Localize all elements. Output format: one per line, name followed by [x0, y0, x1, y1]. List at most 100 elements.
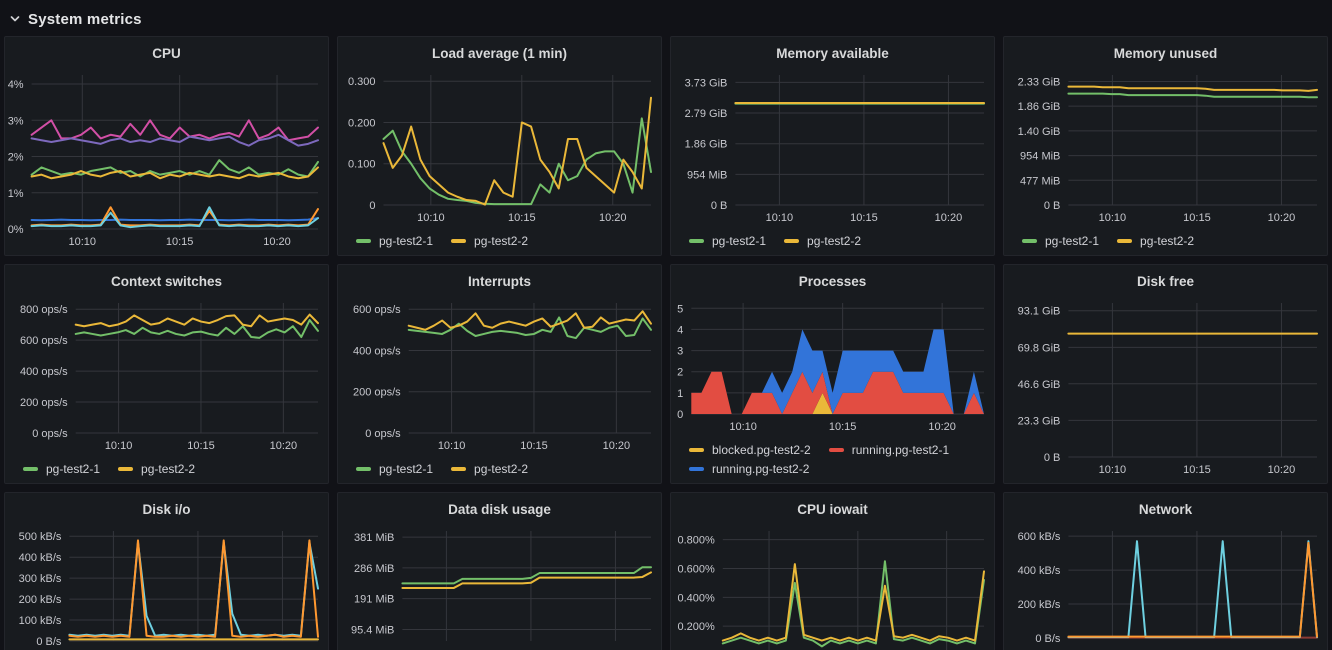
- svg-text:3: 3: [677, 346, 683, 358]
- chart-disk-free[interactable]: 0 B 23.3 GiB 46.6 GiB 69.8 GiB 93.1 GiB 10:10…: [1004, 293, 1327, 483]
- legend: pg-test2-1 pg-test2-2: [338, 231, 661, 255]
- legend-item-pg-test2-1[interactable]: pg-test2-1: [356, 232, 433, 250]
- svg-text:2.33 GiB: 2.33 GiB: [1018, 76, 1061, 88]
- chart-memory-unused[interactable]: 0 B 477 MiB 954 MiB 1.40 GiB 1.86 GiB 2.33 Gi…: [1004, 65, 1327, 231]
- panel-title[interactable]: Memory available: [776, 45, 889, 61]
- svg-text:10:20: 10:20: [599, 212, 627, 224]
- chart-canvas[interactable]: 0 ops/s 200 ops/s 400 ops/s 600 ops/s 10:10 1…: [338, 293, 661, 459]
- svg-text:0: 0: [369, 200, 375, 212]
- legend-label: pg-test2-2: [474, 234, 529, 248]
- chart-canvas[interactable]: 0 B/s 100 kB/s 200 kB/s 300 kB/s 400 kB/s 500…: [5, 521, 328, 650]
- legend-item-pg-test2-2[interactable]: pg-test2-2: [784, 232, 861, 250]
- legend-swatch: [23, 467, 38, 471]
- section-title[interactable]: System metrics: [28, 10, 142, 28]
- chart-interrupts[interactable]: 0 ops/s 200 ops/s 400 ops/s 600 ops/s 10:10 1…: [338, 293, 661, 459]
- svg-text:400 kB/s: 400 kB/s: [1018, 565, 1061, 577]
- svg-text:191 MiB: 191 MiB: [354, 594, 394, 606]
- chart-processes[interactable]: 0 1 2 3 4 5 10:10 10:15 10:20: [671, 293, 994, 440]
- legend-swatch: [118, 467, 134, 471]
- chart-canvas[interactable]: 0 B 23.3 GiB 46.6 GiB 69.8 GiB 93.1 GiB 10:10…: [1004, 293, 1327, 483]
- chart-canvas[interactable]: 0.200% 0.400% 0.600% 0.800%: [671, 521, 994, 650]
- chart-canvas[interactable]: 0 B/s 200 kB/s 400 kB/s 600 kB/s: [1004, 521, 1327, 650]
- svg-text:10:15: 10:15: [1183, 212, 1211, 224]
- svg-text:600 ops/s: 600 ops/s: [353, 304, 401, 316]
- svg-text:2: 2: [677, 367, 683, 379]
- legend-item-pg-test2-1[interactable]: pg-test2-1: [1022, 232, 1099, 250]
- panel-title[interactable]: Load average (1 min): [431, 45, 568, 61]
- legend-item-pg-test2-1[interactable]: pg-test2-1: [356, 460, 433, 478]
- svg-text:400 ops/s: 400 ops/s: [353, 345, 401, 357]
- legend-item-pg-test2-2[interactable]: pg-test2-2: [451, 460, 528, 478]
- svg-text:10:15: 10:15: [520, 440, 548, 452]
- chart-canvas[interactable]: 0 1 2 3 4 5 10:10 10:15 10:20: [671, 293, 994, 440]
- svg-text:3.73 GiB: 3.73 GiB: [685, 77, 728, 89]
- legend-label: pg-test2-1: [712, 234, 767, 248]
- chart-canvas[interactable]: 0 ops/s 200 ops/s 400 ops/s 600 ops/s 800 op…: [5, 293, 328, 459]
- legend-item-blocked-pg-test2-2[interactable]: blocked.pg-test2-2: [689, 441, 811, 459]
- svg-text:0 B: 0 B: [1044, 452, 1061, 464]
- legend-swatch: [689, 448, 704, 452]
- panel-title[interactable]: Context switches: [110, 273, 223, 289]
- chart-memory-available[interactable]: 0 B 954 MiB 1.86 GiB 2.79 GiB 3.73 GiB 10:10 1…: [671, 65, 994, 231]
- svg-text:0 ops/s: 0 ops/s: [365, 428, 401, 440]
- chart-cpu[interactable]: 0% 1% 2% 3% 4% 10:10 10:15 10:20: [5, 65, 328, 255]
- chart-disk-i-o[interactable]: 0 B/s 100 kB/s 200 kB/s 300 kB/s 400 kB/s 500…: [5, 521, 328, 650]
- svg-text:600 ops/s: 600 ops/s: [20, 335, 68, 347]
- svg-text:954 MiB: 954 MiB: [1020, 151, 1060, 163]
- chevron-down-icon[interactable]: [9, 13, 21, 25]
- svg-text:0 ops/s: 0 ops/s: [32, 428, 68, 440]
- legend-item-running-pg-test2-1[interactable]: running.pg-test2-1: [828, 441, 949, 459]
- legend-item-pg-test2-1[interactable]: pg-test2-1: [23, 460, 100, 478]
- legend-item-pg-test2-2[interactable]: pg-test2-2: [118, 460, 195, 478]
- chart-context-switches[interactable]: 0 ops/s 200 ops/s 400 ops/s 600 ops/s 800 op…: [5, 293, 328, 459]
- svg-text:2%: 2%: [8, 152, 24, 164]
- chart-canvas[interactable]: 0% 1% 2% 3% 4% 10:10 10:15 10:20: [5, 65, 328, 255]
- svg-text:3%: 3%: [8, 115, 24, 127]
- panel-title[interactable]: Memory unused: [1113, 45, 1218, 61]
- svg-text:1: 1: [677, 388, 683, 400]
- svg-text:5: 5: [677, 303, 683, 315]
- panel-cpu: CPU 0% 1% 2% 3% 4% 10:10 10:15 10:20: [4, 36, 329, 256]
- svg-text:10:20: 10:20: [1268, 212, 1296, 224]
- legend-item-pg-test2-2[interactable]: pg-test2-2: [451, 232, 528, 250]
- legend-item-pg-test2-1[interactable]: pg-test2-1: [689, 232, 766, 250]
- panel-title[interactable]: Processes: [798, 273, 867, 289]
- svg-text:0 B/s: 0 B/s: [1035, 633, 1061, 645]
- svg-text:381 MiB: 381 MiB: [354, 532, 394, 544]
- chart-canvas[interactable]: 0 B 477 MiB 954 MiB 1.40 GiB 1.86 GiB 2.33 Gi…: [1004, 65, 1327, 231]
- panel-title[interactable]: Disk free: [1136, 273, 1195, 289]
- svg-text:10:10: 10:10: [1099, 212, 1127, 224]
- svg-text:300 kB/s: 300 kB/s: [19, 573, 62, 585]
- chart-cpu-iowait[interactable]: 0.200% 0.400% 0.600% 0.800%: [671, 521, 994, 650]
- panel-title[interactable]: Data disk usage: [448, 501, 551, 517]
- chart-canvas[interactable]: 0 B 954 MiB 1.86 GiB 2.79 GiB 3.73 GiB 10:10 1…: [671, 65, 994, 231]
- legend-swatch: [1022, 239, 1037, 243]
- svg-text:800 ops/s: 800 ops/s: [20, 304, 68, 316]
- panel-title[interactable]: Interrupts: [467, 273, 531, 289]
- panel-title[interactable]: Disk i/o: [142, 501, 191, 517]
- svg-text:10:10: 10:10: [766, 212, 794, 224]
- chart-data-disk-usage[interactable]: 95.4 MiB 191 MiB 286 MiB 381 MiB: [338, 521, 661, 650]
- legend-label: pg-test2-2: [141, 462, 196, 476]
- legend-item-pg-test2-2[interactable]: pg-test2-2: [1117, 232, 1194, 250]
- chart-canvas[interactable]: 95.4 MiB 191 MiB 286 MiB 381 MiB: [338, 521, 661, 650]
- legend-swatch: [784, 239, 800, 243]
- chart-network[interactable]: 0 B/s 200 kB/s 400 kB/s 600 kB/s: [1004, 521, 1327, 650]
- svg-text:0 B: 0 B: [711, 200, 728, 212]
- svg-text:10:20: 10:20: [603, 440, 631, 452]
- chart-canvas[interactable]: 0 0.100 0.200 0.300 10:10 10:15 10:20: [338, 65, 661, 231]
- panel-title[interactable]: CPU iowait: [797, 501, 868, 517]
- panel-processes: Processes 0 1 2 3 4 5 10:10 10:15 10:20 blocked.pg…: [670, 264, 995, 484]
- section-header[interactable]: System metrics: [0, 0, 1332, 36]
- legend: pg-test2-1 pg-test2-2: [338, 459, 661, 483]
- chart-load-average-1-min[interactable]: 0 0.100 0.200 0.300 10:10 10:15 10:20: [338, 65, 661, 231]
- svg-text:10:15: 10:15: [829, 421, 857, 433]
- svg-text:0.200%: 0.200%: [677, 621, 715, 633]
- svg-text:0.600%: 0.600%: [677, 563, 715, 575]
- panel-title[interactable]: Network: [1138, 501, 1193, 517]
- legend-item-running-pg-test2-2[interactable]: running.pg-test2-2: [689, 460, 809, 478]
- panel-title[interactable]: CPU: [152, 45, 181, 61]
- svg-text:0.400%: 0.400%: [677, 592, 715, 604]
- panel-disk-free: Disk free 0 B 23.3 GiB 46.6 GiB 69.8 GiB 93.1…: [1003, 264, 1328, 484]
- panel-load-average-1-min: Load average (1 min) 0 0.100 0.200 0.300 10:1…: [337, 36, 662, 256]
